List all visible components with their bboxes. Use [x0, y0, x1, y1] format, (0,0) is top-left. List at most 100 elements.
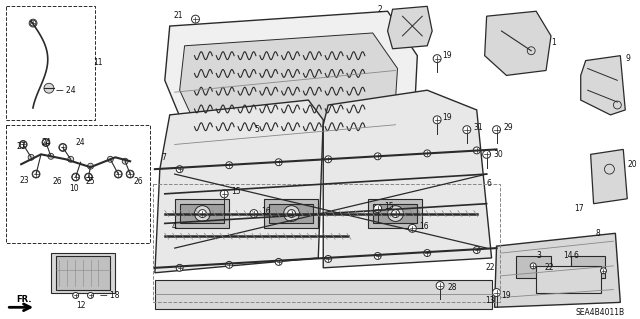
Polygon shape	[580, 56, 625, 115]
Text: 19: 19	[502, 291, 511, 300]
Text: 26: 26	[133, 177, 143, 187]
Circle shape	[84, 173, 93, 181]
Circle shape	[88, 293, 93, 299]
Text: 12: 12	[76, 301, 85, 310]
Circle shape	[473, 247, 480, 254]
Text: 15: 15	[385, 202, 394, 211]
Circle shape	[275, 258, 282, 265]
Polygon shape	[388, 6, 432, 49]
Circle shape	[275, 159, 282, 166]
Polygon shape	[164, 11, 417, 164]
Polygon shape	[484, 11, 551, 75]
Circle shape	[250, 210, 258, 218]
Circle shape	[424, 150, 431, 157]
Circle shape	[122, 158, 128, 164]
Polygon shape	[591, 149, 627, 204]
Circle shape	[19, 141, 27, 148]
Text: 15: 15	[231, 187, 241, 197]
Text: — 18: — 18	[100, 291, 120, 300]
Circle shape	[115, 171, 122, 178]
Circle shape	[60, 144, 67, 151]
Bar	[56, 256, 110, 290]
Circle shape	[85, 174, 92, 181]
Circle shape	[42, 138, 50, 146]
Circle shape	[176, 166, 183, 173]
Circle shape	[493, 289, 500, 296]
Text: 24: 24	[76, 138, 85, 147]
Circle shape	[191, 15, 200, 23]
Text: 28: 28	[447, 283, 456, 292]
Circle shape	[126, 170, 134, 178]
Circle shape	[30, 20, 36, 26]
Text: 4: 4	[172, 222, 177, 231]
Circle shape	[176, 264, 183, 271]
Circle shape	[433, 55, 441, 63]
Circle shape	[324, 256, 332, 263]
Circle shape	[226, 162, 232, 169]
Text: 1: 1	[551, 38, 556, 47]
Text: 23: 23	[19, 176, 29, 185]
Circle shape	[287, 210, 296, 218]
Circle shape	[127, 171, 134, 178]
Text: 21: 21	[173, 11, 182, 20]
Circle shape	[374, 253, 381, 259]
Circle shape	[20, 141, 27, 148]
Bar	[372, 204, 417, 223]
Text: 17: 17	[574, 204, 584, 213]
Text: 8: 8	[596, 229, 600, 238]
Circle shape	[388, 206, 403, 221]
Circle shape	[198, 210, 206, 218]
Circle shape	[73, 293, 79, 299]
Bar	[180, 204, 224, 223]
Text: 31: 31	[474, 123, 483, 132]
Circle shape	[424, 249, 431, 256]
Circle shape	[220, 190, 228, 198]
Bar	[269, 204, 314, 223]
Text: 25: 25	[86, 177, 95, 187]
Circle shape	[483, 150, 491, 158]
Circle shape	[493, 126, 500, 134]
Text: 22: 22	[544, 263, 554, 272]
Text: 16: 16	[261, 207, 271, 216]
Bar	[516, 256, 551, 278]
Circle shape	[33, 171, 40, 178]
Circle shape	[374, 153, 381, 160]
Bar	[264, 199, 318, 228]
Circle shape	[605, 164, 614, 174]
Text: 26: 26	[53, 177, 63, 187]
Text: 16: 16	[419, 222, 429, 231]
Polygon shape	[155, 100, 323, 273]
Bar	[6, 6, 95, 120]
Circle shape	[613, 101, 621, 109]
Text: 6: 6	[574, 251, 579, 261]
Text: 10: 10	[69, 184, 79, 193]
Circle shape	[59, 144, 67, 152]
Circle shape	[436, 282, 444, 290]
Text: 13: 13	[485, 296, 495, 305]
Circle shape	[42, 139, 49, 146]
Circle shape	[72, 174, 79, 181]
Circle shape	[115, 170, 122, 178]
Text: 27: 27	[16, 142, 26, 151]
Circle shape	[433, 116, 441, 124]
Text: 29: 29	[504, 123, 513, 132]
Circle shape	[408, 224, 417, 232]
Circle shape	[48, 153, 54, 159]
Text: — 24: — 24	[56, 86, 76, 95]
Bar	[175, 199, 229, 228]
Text: 14: 14	[563, 251, 573, 261]
Text: 2: 2	[378, 5, 383, 14]
Bar	[368, 199, 422, 228]
Text: SEA4B4011B: SEA4B4011B	[576, 308, 625, 317]
Circle shape	[32, 170, 40, 178]
Circle shape	[29, 19, 37, 27]
Circle shape	[600, 268, 607, 274]
Text: 6: 6	[486, 180, 492, 189]
Circle shape	[88, 163, 93, 169]
Text: 5: 5	[254, 125, 259, 134]
Circle shape	[108, 156, 113, 162]
Text: 19: 19	[442, 113, 452, 122]
Bar	[155, 280, 492, 309]
Circle shape	[392, 210, 399, 218]
Circle shape	[284, 206, 300, 221]
